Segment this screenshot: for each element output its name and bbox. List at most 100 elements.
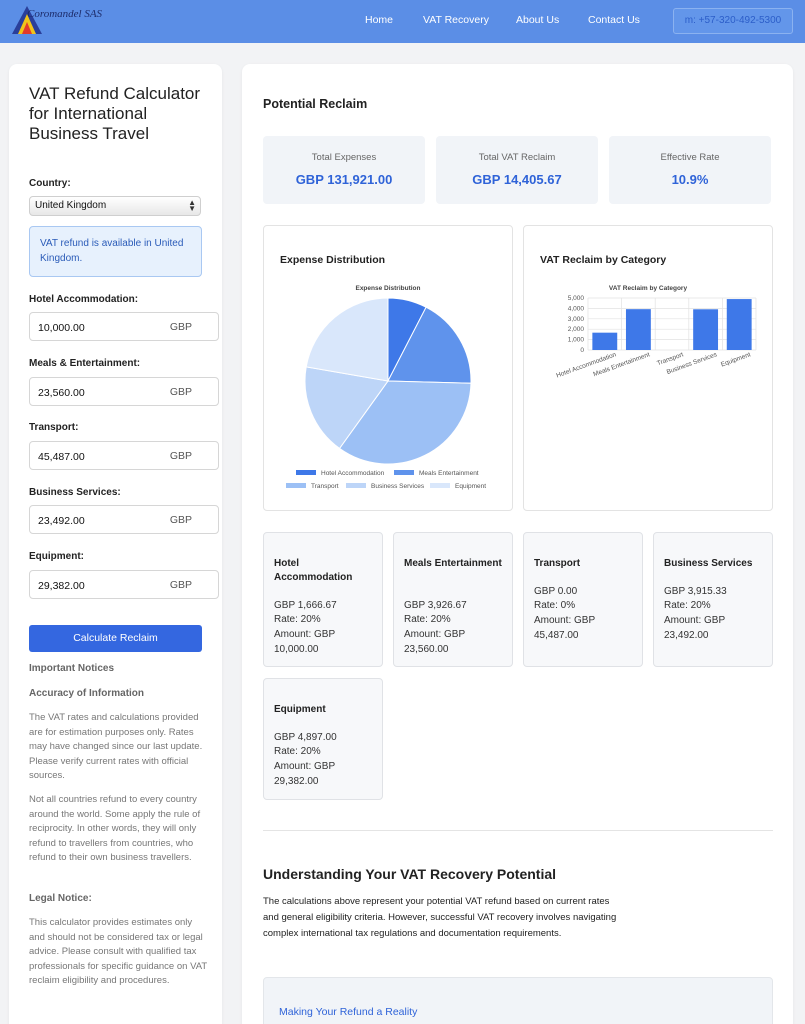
y-tick-label: 5,000 bbox=[568, 295, 585, 302]
pie-slice-transport[interactable] bbox=[338, 380, 472, 465]
category-card-equipment: Equipment GBP 4,897.00 Rate: 20% Amount:… bbox=[263, 678, 383, 800]
equipment-currency: GBP bbox=[169, 579, 192, 591]
nav-contact-us[interactable]: Contact Us bbox=[588, 14, 640, 26]
phone-button[interactable]: m: +57-320-492-5300 bbox=[673, 8, 793, 34]
stat-value: 10.9% bbox=[671, 172, 709, 187]
legal-notice-heading: Legal Notice: bbox=[29, 893, 92, 904]
category-amount: Amount: GBP 10,000.00 bbox=[274, 629, 335, 655]
y-tick-label: 0 bbox=[580, 347, 584, 354]
category-amount: Amount: GBP 23,492.00 bbox=[664, 615, 725, 641]
nav-vat-recovery[interactable]: VAT Recovery bbox=[423, 14, 489, 26]
stat-value: GBP 14,405.67 bbox=[472, 172, 562, 187]
y-tick-label: 3,000 bbox=[568, 316, 585, 323]
category-card-transport: Transport GBP 0.00 Rate: 0% Amount: GBP … bbox=[523, 532, 643, 667]
category-rate: Rate: 20% bbox=[664, 600, 711, 611]
pie-slice-equipment[interactable] bbox=[305, 297, 389, 382]
category-rate: Rate: 0% bbox=[534, 600, 576, 611]
legend-swatch-business-services bbox=[346, 483, 366, 488]
bar-hotel-accommodation[interactable] bbox=[592, 332, 618, 350]
stat-label: Effective Rate bbox=[660, 152, 720, 163]
legend-label-hotel-accommodation: Hotel Accommodation bbox=[321, 470, 385, 477]
nav-about-us[interactable]: About Us bbox=[516, 14, 560, 26]
stat-total-vat-reclaim: Total VAT Reclaim GBP 14,405.67 bbox=[436, 136, 598, 204]
equipment-amount-value: 29,382.00 bbox=[38, 580, 85, 592]
logo-triangle-icon bbox=[12, 6, 42, 34]
business-services-amount-value: 23,492.00 bbox=[38, 515, 85, 527]
equipment-amount-input[interactable]: 29,382.00 GBP bbox=[29, 570, 219, 599]
legend-label-meals-entertainment: Meals Entertainment bbox=[419, 470, 479, 477]
calculator-title: VAT Refund Calculator for International … bbox=[29, 84, 201, 143]
stat-value: GBP 131,921.00 bbox=[295, 172, 393, 187]
category-name: Hotel Accommodation bbox=[274, 558, 353, 583]
select-arrows-icon: ▲ ▼ bbox=[188, 198, 196, 213]
understanding-paragraph: The calculations above represent your po… bbox=[263, 896, 617, 939]
category-name: Meals Entertainment bbox=[404, 558, 502, 569]
stat-total-expenses: Total Expenses GBP 131,921.00 bbox=[263, 136, 425, 204]
pie-chart-title: Expense Distribution bbox=[355, 285, 420, 292]
stat-label: Total Expenses bbox=[311, 152, 377, 163]
expense-distribution-card: Expense Distribution Expense Distributio… bbox=[263, 225, 513, 511]
category-vat: GBP 1,666.67 bbox=[274, 600, 337, 611]
x-tick-label-equipment: Equipment bbox=[720, 351, 752, 368]
understanding-heading: Understanding Your VAT Recovery Potentia… bbox=[263, 866, 557, 882]
potential-reclaim-title: Potential Reclaim bbox=[263, 97, 368, 111]
meals-amount-value: 23,560.00 bbox=[38, 387, 85, 399]
meals-amount-input[interactable]: 23,560.00 GBP bbox=[29, 377, 219, 406]
category-rate: Rate: 20% bbox=[404, 614, 451, 625]
accuracy-paragraph-2: Not all countries refund to every countr… bbox=[29, 794, 201, 863]
country-select[interactable]: United Kingdom ▲ ▼ bbox=[29, 196, 201, 216]
accuracy-heading: Accuracy of Information bbox=[29, 688, 145, 699]
category-vat: GBP 4,897.00 bbox=[274, 732, 337, 743]
bar-business-services[interactable] bbox=[693, 309, 719, 350]
vat-reclaim-category-card: VAT Reclaim by Category VAT Reclaim by C… bbox=[523, 225, 773, 511]
vat-reclaim-category-heading: VAT Reclaim by Category bbox=[540, 254, 667, 266]
bar-meals-entertainment[interactable] bbox=[625, 309, 651, 350]
hotel-label: Hotel Accommodation: bbox=[29, 294, 139, 305]
business-services-currency: GBP bbox=[169, 514, 192, 526]
meals-currency: GBP bbox=[169, 386, 192, 398]
category-rate: Rate: 20% bbox=[274, 614, 321, 625]
refund-reality-link[interactable]: Making Your Refund a Reality bbox=[279, 1006, 418, 1018]
top-header: Coromandel SAS Home VAT Recovery About U… bbox=[0, 0, 805, 43]
legend-label-transport: Transport bbox=[311, 483, 339, 490]
business-services-amount-input[interactable]: 23,492.00 GBP bbox=[29, 505, 219, 534]
category-name: Business Services bbox=[664, 558, 753, 569]
hotel-amount-value: 10,000.00 bbox=[38, 322, 85, 334]
bar-equipment[interactable] bbox=[726, 299, 752, 350]
y-tick-label: 1,000 bbox=[568, 337, 585, 344]
legend-swatch-meals-entertainment bbox=[394, 470, 414, 475]
category-name: Transport bbox=[534, 558, 581, 569]
country-info-message: VAT refund is available in United Kingdo… bbox=[29, 226, 202, 277]
important-notices-heading: Important Notices bbox=[29, 663, 115, 674]
transport-currency: GBP bbox=[169, 450, 192, 462]
company-logo[interactable]: Coromandel SAS bbox=[10, 4, 102, 38]
nav-home[interactable]: Home bbox=[365, 14, 394, 26]
pie-slice-meals-entertainment[interactable] bbox=[387, 306, 472, 384]
calculate-reclaim-button[interactable]: Calculate Reclaim bbox=[29, 625, 202, 652]
transport-amount-input[interactable]: 45,487.00 GBP bbox=[29, 441, 219, 470]
category-name: Equipment bbox=[274, 704, 326, 715]
hotel-amount-input[interactable]: 10,000.00 GBP bbox=[29, 312, 219, 341]
legend-swatch-transport bbox=[286, 483, 306, 488]
country-label: Country: bbox=[29, 178, 71, 189]
category-card-business-services: Business Services GBP 3,915.33 Rate: 20%… bbox=[653, 532, 773, 667]
meals-label: Meals & Entertainment: bbox=[29, 358, 141, 369]
category-card-meals: Meals Entertainment GBP 3,926.67 Rate: 2… bbox=[393, 532, 513, 667]
stat-effective-rate: Effective Rate 10.9% bbox=[609, 136, 771, 204]
transport-amount-value: 45,487.00 bbox=[38, 451, 85, 463]
legend-label-business-services: Business Services bbox=[371, 483, 425, 490]
country-select-value: United Kingdom bbox=[35, 200, 107, 211]
category-amount: Amount: GBP 45,487.00 bbox=[534, 615, 595, 641]
category-amount: Amount: GBP 23,560.00 bbox=[404, 629, 465, 655]
legend-swatch-equipment bbox=[430, 483, 450, 488]
bar-chart-title: VAT Reclaim by Category bbox=[609, 285, 688, 292]
legend-label-equipment: Equipment bbox=[455, 483, 486, 490]
pie-slice-business-services[interactable] bbox=[304, 366, 389, 450]
legal-notice-paragraph: This calculator provides estimates only … bbox=[29, 917, 207, 986]
y-tick-label: 2,000 bbox=[568, 326, 585, 333]
vat-reclaim-bar-chart: VAT Reclaim by Category 5,000 4,000 3,000 2… bbox=[555, 285, 757, 380]
category-vat: GBP 0.00 bbox=[534, 586, 578, 597]
stat-label: Total VAT Reclaim bbox=[478, 152, 556, 163]
refund-reality-box: Making Your Refund a Reality bbox=[263, 977, 773, 1024]
transport-label: Transport: bbox=[29, 422, 79, 433]
